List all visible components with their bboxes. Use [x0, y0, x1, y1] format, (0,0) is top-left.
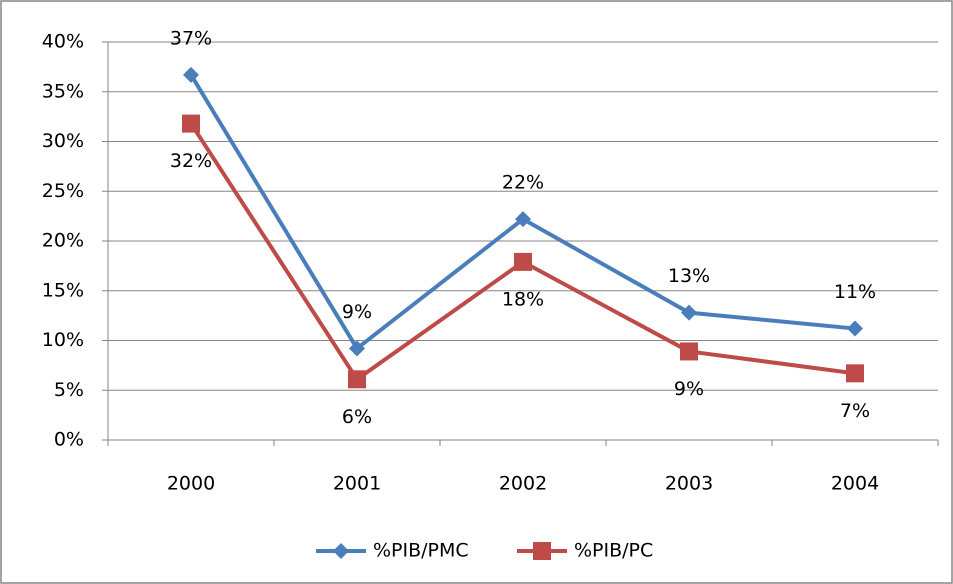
data-point — [348, 370, 366, 389]
data-point — [182, 114, 200, 133]
data-point — [514, 252, 532, 271]
data-point — [680, 342, 698, 361]
x-tick-label: 2004 — [831, 473, 879, 495]
x-tick-label: 2002 — [499, 473, 547, 495]
data-label: 13% — [668, 265, 710, 287]
x-tick-label: 2001 — [333, 473, 381, 495]
y-tick-label: 5% — [54, 379, 84, 401]
data-point — [846, 364, 864, 383]
data-label: 32% — [170, 150, 212, 172]
data-label: 18% — [502, 288, 544, 310]
y-tick-label: 30% — [42, 130, 84, 152]
y-tick-label: 20% — [42, 230, 84, 252]
data-label: 22% — [502, 172, 544, 194]
y-tick-label: 10% — [42, 329, 84, 351]
data-point — [349, 340, 365, 357]
y-tick-label: 40% — [42, 31, 84, 53]
data-point — [681, 304, 697, 321]
y-tick-label: 25% — [42, 180, 84, 202]
data-label: 9% — [674, 378, 704, 400]
data-label: 9% — [342, 301, 372, 323]
data-label: 11% — [834, 281, 876, 303]
data-label: 6% — [342, 406, 372, 428]
legend-marker — [533, 542, 551, 560]
legend-marker — [333, 543, 349, 559]
x-tick-label: 2000 — [167, 473, 215, 495]
data-label: 7% — [840, 400, 870, 422]
y-tick-label: 35% — [42, 80, 84, 102]
y-tick-label: 0% — [54, 429, 84, 451]
data-label: 37% — [170, 27, 212, 49]
legend-label: %PIB/PC — [574, 540, 653, 562]
legend-label: %PIB/PMC — [373, 540, 469, 562]
y-tick-label: 15% — [42, 279, 84, 301]
data-point — [183, 66, 199, 83]
x-tick-label: 2003 — [665, 473, 713, 495]
data-point — [847, 320, 863, 337]
data-point — [515, 211, 531, 228]
